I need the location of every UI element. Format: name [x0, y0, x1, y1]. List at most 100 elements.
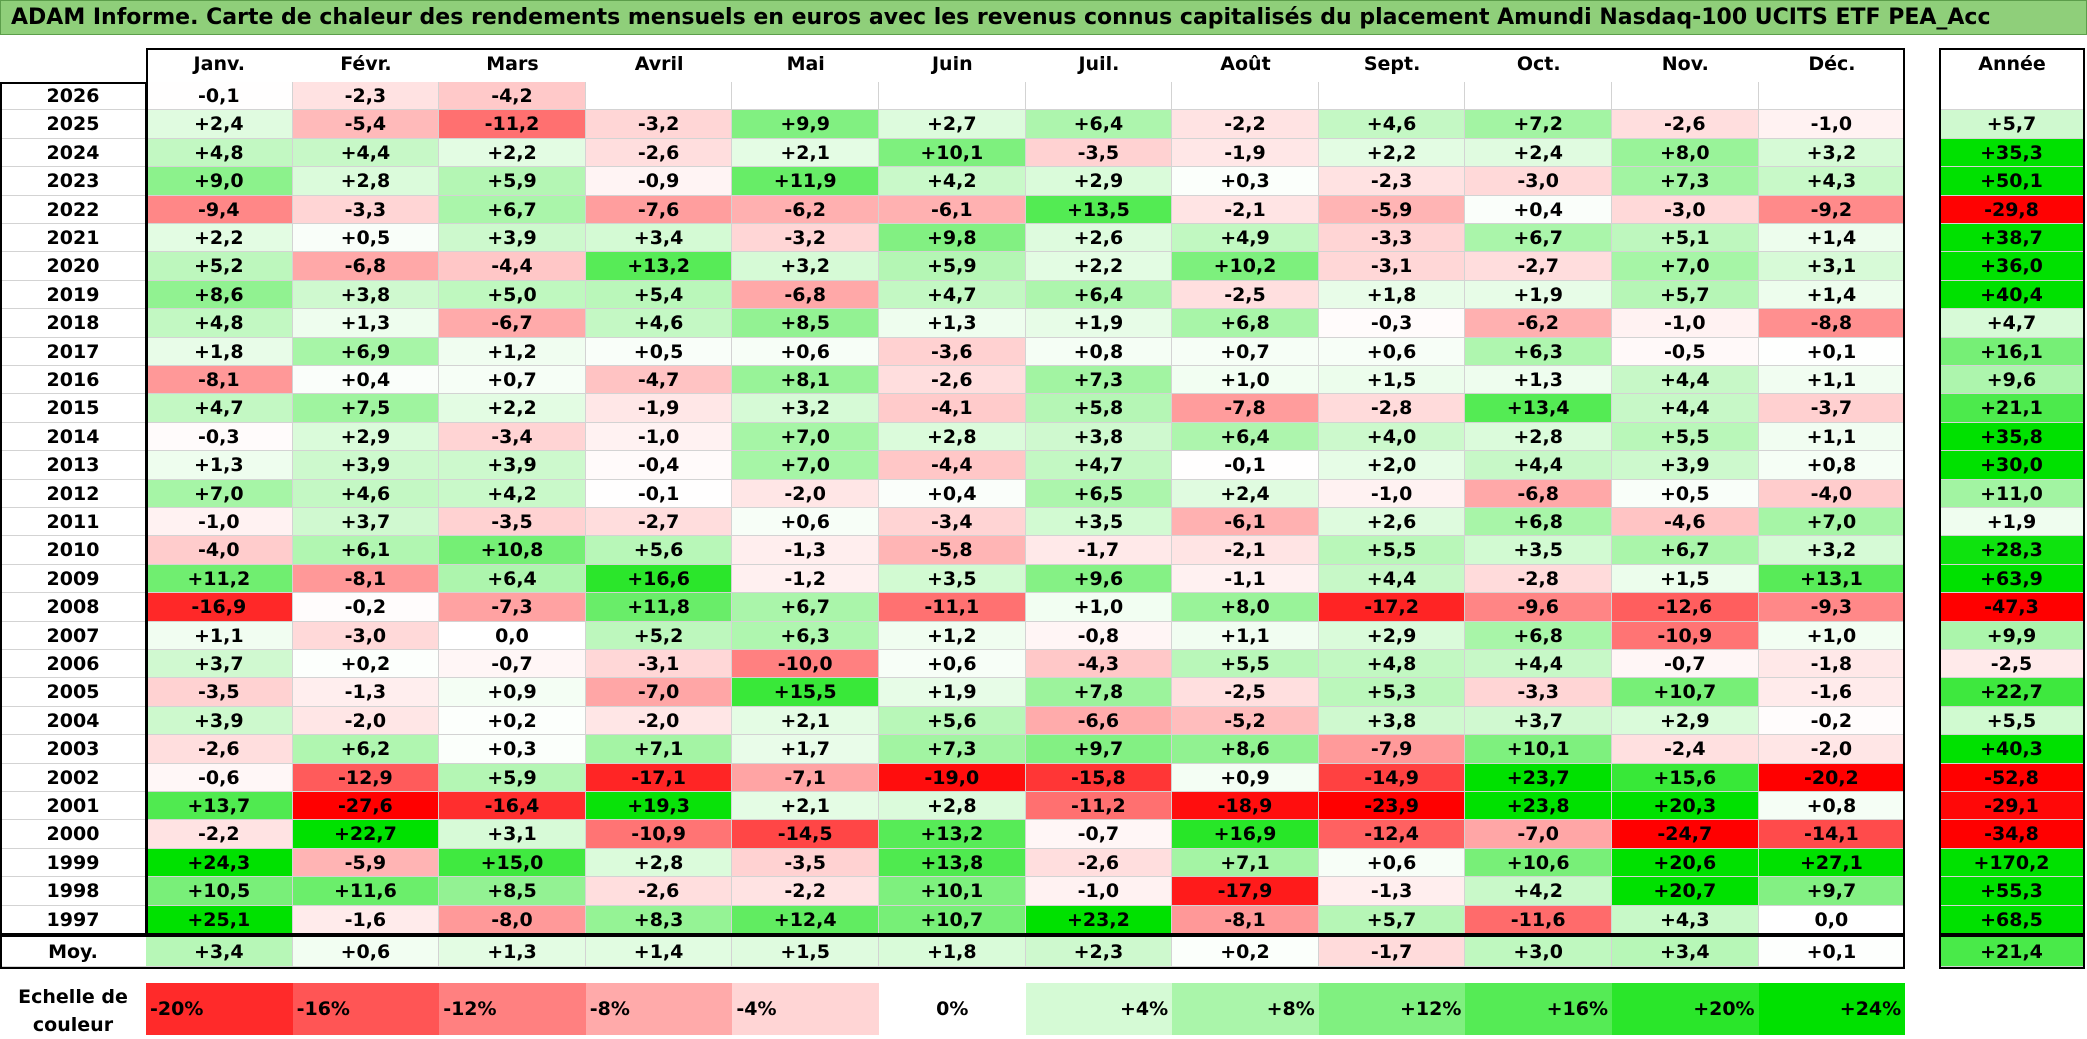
annual-cell: +1,9 — [1939, 508, 2085, 537]
heatmap-cell: +2,1 — [732, 138, 879, 168]
heatmap-cell: +5,1 — [1612, 224, 1759, 253]
heatmap-cell: +1,5 — [1612, 564, 1759, 594]
heatmap-cell: -6,1 — [1172, 508, 1319, 537]
heatmap-cell: -1,2 — [732, 564, 879, 594]
heatmap-cell: +20,3 — [1612, 792, 1759, 821]
heatmap-cell: +0,6 — [1318, 848, 1466, 878]
heatmap-cell: -5,8 — [879, 536, 1026, 565]
month-header: Déc. — [1808, 53, 1856, 75]
year-label: 2019 — [0, 281, 146, 310]
heatmap-cell: +0,4 — [292, 366, 440, 395]
heatmap-cell: -1,0 — [1758, 110, 1906, 139]
heatmap-cell: +13,2 — [585, 252, 733, 281]
heatmap-cell: +6,2 — [292, 735, 440, 764]
heatmap-cell: +5,4 — [585, 280, 733, 310]
annual-cell: +9,6 — [1939, 366, 2085, 395]
heatmap-cell: -3,5 — [1025, 138, 1173, 168]
heatmap-cell: +1,8 — [1318, 280, 1466, 310]
heatmap-cell: +5,0 — [439, 280, 586, 310]
heatmap-cell: -2,0 — [585, 706, 733, 736]
heatmap-cell: +8,5 — [439, 877, 586, 906]
heatmap-cell: +2,8 — [879, 792, 1026, 821]
heatmap-cell: -1,3 — [292, 678, 440, 707]
heatmap-cell: -1,3 — [732, 536, 879, 565]
heatmap-cell: +2,2 — [146, 224, 293, 253]
annual-cell: +55,3 — [1939, 877, 2085, 906]
heatmap-cell: -2,2 — [146, 820, 293, 849]
heatmap-cell: +0,2 — [292, 650, 440, 679]
heatmap-cell: +3,7 — [292, 508, 440, 537]
annual-cell: +5,5 — [1939, 706, 2085, 736]
heatmap-cell: +2,1 — [732, 792, 879, 821]
heatmap-cell: +10,1 — [1465, 735, 1612, 764]
heatmap-cell: +7,0 — [1758, 508, 1906, 537]
year-label: 2010 — [0, 536, 146, 565]
heatmap-cell: +11,2 — [146, 564, 293, 594]
average-cell: +3,4 — [146, 937, 293, 967]
heatmap-cell: +13,2 — [879, 820, 1026, 849]
heatmap-cell: -0,2 — [292, 593, 440, 622]
heatmap-cell: +12,4 — [732, 905, 879, 934]
heatmap-cell: -2,2 — [1172, 110, 1319, 139]
heatmap-cell: -15,8 — [1025, 763, 1173, 792]
color-scale-swatch: +4% — [1025, 983, 1173, 1035]
heatmap-cell: -3,4 — [879, 508, 1026, 537]
heatmap-cell: +1,3 — [879, 309, 1026, 338]
heatmap-cell: -11,2 — [439, 110, 586, 139]
annual-cell — [1939, 82, 2085, 111]
heatmap-cell: +3,5 — [879, 564, 1026, 594]
color-scale-label: Echelle de couleur — [0, 983, 146, 1037]
heatmap-cell: +1,3 — [146, 451, 293, 480]
heatmap-cell: -1,6 — [1758, 678, 1906, 707]
heatmap-cell: -7,8 — [1172, 394, 1319, 423]
heatmap-cell: +1,4 — [1758, 280, 1906, 310]
heatmap-cell: -4,4 — [439, 252, 586, 281]
heatmap-cell: -10,9 — [585, 820, 733, 849]
heatmap-cell: +0,7 — [1172, 337, 1319, 366]
year-label: 2024 — [0, 139, 146, 168]
heatmap-cell: +1,9 — [1465, 280, 1612, 310]
heatmap-cell: -14,9 — [1318, 763, 1466, 792]
annual-cell: +9,9 — [1939, 621, 2085, 650]
color-scale-swatch: -20% — [146, 983, 293, 1035]
heatmap-cell: -0,6 — [146, 763, 293, 792]
year-label: 2001 — [0, 792, 146, 821]
heatmap-cell: +4,8 — [1318, 650, 1466, 679]
year-label: 2020 — [0, 252, 146, 281]
heatmap-cell: +23,2 — [1025, 905, 1173, 934]
heatmap-cell: +4,2 — [879, 167, 1026, 196]
heatmap-cell: +0,2 — [439, 706, 586, 736]
heatmap-cell: -1,0 — [585, 422, 733, 452]
heatmap-cell: +2,8 — [1465, 422, 1612, 452]
heatmap-cell: +5,6 — [879, 706, 1026, 736]
heatmap-cell: +1,1 — [1758, 366, 1906, 395]
heatmap-cell: +2,0 — [1318, 451, 1466, 480]
heatmap-cell: -4,6 — [1612, 508, 1759, 537]
heatmap-cell: -3,5 — [439, 508, 586, 537]
heatmap-cell: -9,2 — [1758, 195, 1906, 224]
average-cell: +3,4 — [1612, 937, 1759, 967]
heatmap-cell: -17,9 — [1172, 877, 1319, 906]
average-cell: +0,2 — [1172, 937, 1319, 967]
annual-cell: -34,8 — [1939, 820, 2085, 849]
heatmap-cell: -14,1 — [1758, 820, 1906, 849]
heatmap-cell: +5,5 — [1318, 536, 1466, 565]
color-scale-label-line2: couleur — [32, 1014, 114, 1036]
heatmap-cell: +5,7 — [1612, 280, 1759, 310]
annual-cell: +22,7 — [1939, 678, 2085, 707]
heatmap-cell: +3,2 — [1758, 138, 1906, 168]
heatmap-cell: +6,8 — [1465, 508, 1612, 537]
heatmap-cell: +2,1 — [732, 706, 879, 736]
heatmap-cell: +3,9 — [146, 706, 293, 736]
heatmap-cell: 0,0 — [1758, 905, 1906, 934]
heatmap-cell: +4,7 — [146, 394, 293, 423]
heatmap-cell: -9,3 — [1758, 593, 1906, 622]
heatmap-cell: +13,1 — [1758, 564, 1906, 594]
heatmap-cell: +1,1 — [1172, 621, 1319, 650]
heatmap-cell: +1,5 — [1318, 366, 1466, 395]
annual-cell: +38,7 — [1939, 224, 2085, 253]
heatmap-cell: +5,5 — [1612, 422, 1759, 452]
color-scale-swatch: +8% — [1172, 983, 1319, 1035]
heatmap-cell: +2,4 — [1465, 138, 1612, 168]
heatmap-cell: -2,8 — [1465, 564, 1612, 594]
